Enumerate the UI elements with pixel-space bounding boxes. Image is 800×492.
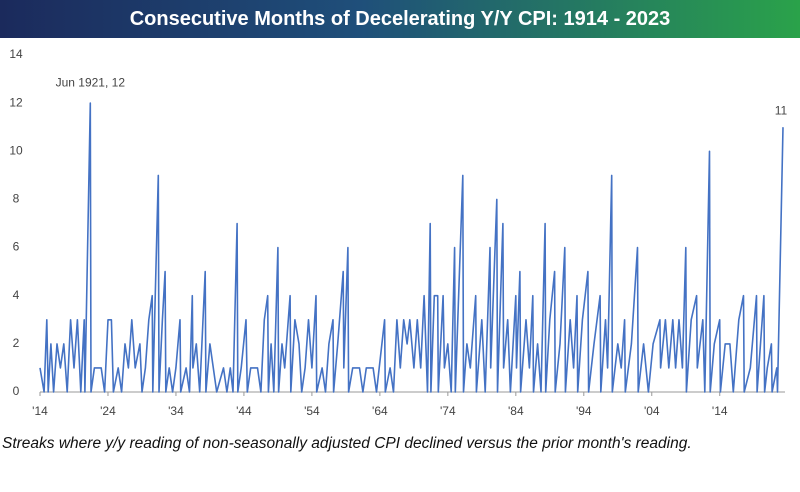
x-tick-label: '14 (32, 404, 48, 418)
x-tick-label: '54 (304, 404, 320, 418)
annotation: 11 (775, 103, 788, 117)
x-tick-label: '34 (168, 404, 184, 418)
line (39, 102, 784, 393)
x-tick-label: '04 (644, 404, 660, 418)
y-tick-label: 6 (13, 240, 20, 254)
annotation: Jun 1921, 12 (56, 75, 126, 89)
x-tick-label: '64 (372, 404, 388, 418)
x-tick-label: '94 (576, 404, 592, 418)
x-tick-label: '14 (712, 404, 728, 418)
x-tick-label: '74 (440, 404, 456, 418)
caption: Streaks where y/y reading of non-seasona… (2, 435, 692, 452)
y-tick-label: 4 (13, 288, 20, 302)
y-tick-label: 8 (13, 192, 20, 206)
x-tick-label: '84 (508, 404, 524, 418)
y-tick-label: 10 (9, 143, 23, 157)
x-tick-label: '44 (236, 404, 252, 418)
y-tick-label: 0 (13, 384, 20, 398)
y-tick-label: 12 (9, 95, 23, 109)
x-tick-label: '24 (100, 404, 116, 418)
y-tick-label: 14 (9, 47, 23, 61)
chart: 0 2 4 6 8 10 12 14 '14 '24 '34 '44 '54 '64 '74 '84 '94 '0… (9, 47, 788, 418)
chart-title: Consecutive Months of Decelerating Y/Y C… (0, 0, 800, 38)
y-tick-label: 2 (13, 336, 20, 350)
